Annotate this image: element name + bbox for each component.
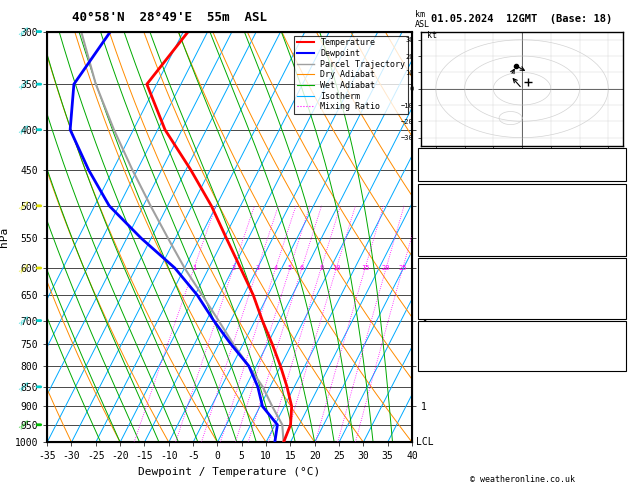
Text: 1: 1 [192, 265, 196, 271]
Text: LCL: LCL [416, 437, 433, 447]
Text: 800: 800 [605, 268, 623, 278]
Text: 309: 309 [605, 214, 623, 224]
Text: Mixing Ratio (g/kg): Mixing Ratio (g/kg) [423, 181, 433, 293]
Text: Lifted Index: Lifted Index [421, 224, 492, 234]
Text: 01.05.2024  12GMT  (Base: 18): 01.05.2024 12GMT (Base: 18) [431, 14, 613, 24]
Text: 13.6: 13.6 [599, 194, 623, 205]
Text: >>>: >>> [19, 261, 32, 275]
Text: km
ASL: km ASL [415, 10, 430, 29]
X-axis label: Dewpoint / Temperature (°C): Dewpoint / Temperature (°C) [138, 467, 321, 477]
Text: 131°: 131° [599, 350, 623, 360]
Text: θₑ (K): θₑ (K) [421, 278, 457, 288]
Text: Temp (°C): Temp (°C) [421, 194, 474, 205]
Text: 25: 25 [399, 265, 407, 271]
Text: 40°58'N  28°49'E  55m  ASL: 40°58'N 28°49'E 55m ASL [72, 11, 267, 24]
Text: 6: 6 [617, 224, 623, 234]
Text: 47: 47 [611, 159, 623, 169]
Text: CAPE (J): CAPE (J) [421, 234, 469, 244]
Text: 2.71: 2.71 [599, 169, 623, 179]
Text: >>>: >>> [19, 25, 32, 38]
Text: CIN (J): CIN (J) [421, 244, 462, 254]
Text: 3: 3 [255, 265, 260, 271]
Text: Hodograph: Hodograph [496, 322, 548, 332]
Text: 39: 39 [611, 297, 623, 308]
Text: 2: 2 [231, 265, 235, 271]
Text: Surface: Surface [501, 185, 543, 194]
Text: 5: 5 [288, 265, 292, 271]
Text: CIN (J): CIN (J) [421, 307, 462, 317]
Text: 6: 6 [300, 265, 304, 271]
Text: 11.8: 11.8 [599, 204, 623, 214]
Text: SREH: SREH [421, 341, 445, 350]
Text: 10: 10 [332, 265, 341, 271]
Text: >>>: >>> [19, 199, 32, 212]
Text: >>>: >>> [19, 418, 32, 432]
Text: >>>: >>> [19, 78, 32, 91]
Text: StmSpd (kt): StmSpd (kt) [421, 359, 486, 369]
Text: EH: EH [421, 331, 433, 341]
Text: 51: 51 [611, 331, 623, 341]
Text: 43: 43 [611, 307, 623, 317]
Text: Lifted Index: Lifted Index [421, 288, 492, 298]
Legend: Temperature, Dewpoint, Parcel Trajectory, Dry Adiabat, Wet Adiabat, Isotherm, Mi: Temperature, Dewpoint, Parcel Trajectory… [294, 36, 408, 114]
Text: >>>: >>> [19, 380, 32, 394]
Text: CAPE (J): CAPE (J) [421, 297, 469, 308]
Text: Dewp (°C): Dewp (°C) [421, 204, 474, 214]
Y-axis label: hPa: hPa [0, 227, 9, 247]
Text: 32: 32 [611, 341, 623, 350]
Text: 6: 6 [617, 359, 623, 369]
Text: >>>: >>> [19, 314, 32, 327]
Text: 8: 8 [319, 265, 323, 271]
Text: 24: 24 [611, 149, 623, 159]
Text: Totals Totals: Totals Totals [421, 159, 498, 169]
Text: kt: kt [427, 31, 437, 40]
Text: θₑ(K): θₑ(K) [421, 214, 451, 224]
Text: StmDir: StmDir [421, 350, 457, 360]
Text: 319: 319 [605, 278, 623, 288]
Text: Most Unstable: Most Unstable [484, 259, 560, 269]
Text: -0: -0 [611, 288, 623, 298]
Text: PW (cm): PW (cm) [421, 169, 462, 179]
Text: >>>: >>> [19, 123, 32, 137]
Text: Pressure (mb): Pressure (mb) [421, 268, 498, 278]
Text: 20: 20 [382, 265, 391, 271]
Text: 4: 4 [617, 234, 623, 244]
Text: 0: 0 [617, 244, 623, 254]
Text: © weatheronline.co.uk: © weatheronline.co.uk [470, 474, 574, 484]
Text: 4: 4 [274, 265, 278, 271]
Text: K: K [421, 149, 427, 159]
Text: 15: 15 [361, 265, 369, 271]
